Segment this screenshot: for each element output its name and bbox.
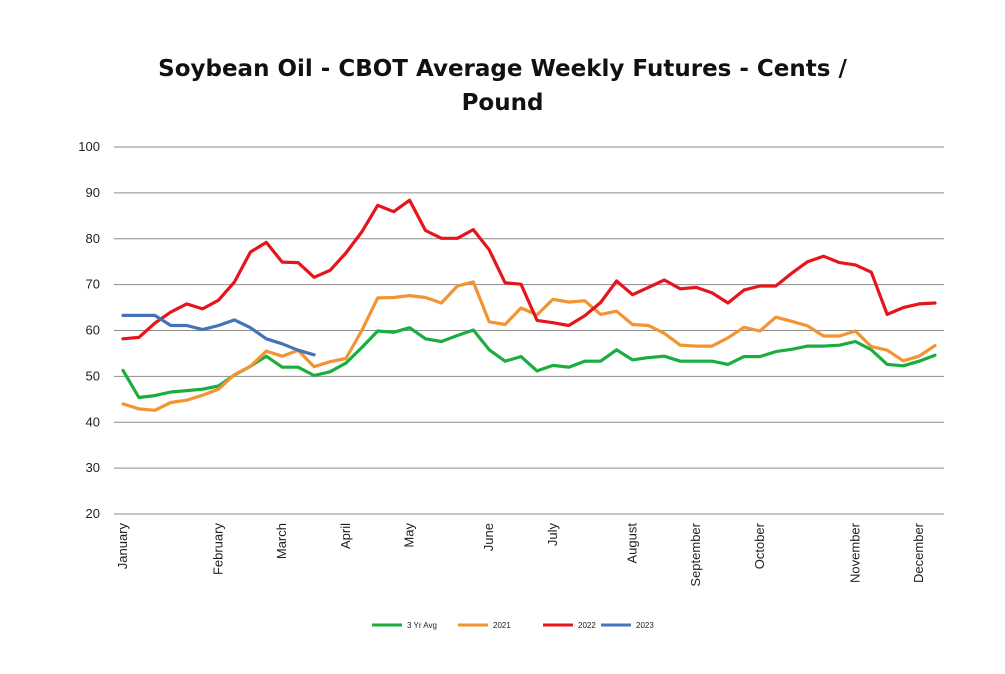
y-tick-label: 60 bbox=[86, 323, 100, 338]
legend-item: 3 Yr Avg bbox=[372, 621, 437, 630]
series-line-2022 bbox=[121, 198, 937, 341]
x-tick-label: March bbox=[274, 523, 289, 559]
y-tick-label: 20 bbox=[86, 506, 100, 521]
x-axis-ticks: January February March April May June July Augu… bbox=[115, 522, 926, 586]
series-line-2023 bbox=[121, 313, 316, 357]
x-tick-label: April bbox=[338, 523, 353, 549]
x-tick-label: January bbox=[115, 523, 130, 570]
chart-title-line-1: Soybean Oil - CBOT Average Weekly Future… bbox=[158, 56, 847, 82]
chart-title: Soybean Oil - CBOT Average Weekly Future… bbox=[0, 52, 1005, 120]
legend-item: 2022 bbox=[543, 621, 596, 630]
series-line-2021 bbox=[121, 280, 937, 412]
y-tick-label: 40 bbox=[86, 414, 100, 429]
y-tick-label: 70 bbox=[86, 277, 100, 292]
y-tick-label: 80 bbox=[86, 231, 100, 246]
legend-item: 2023 bbox=[601, 621, 654, 630]
series-line-3-yr-avg bbox=[121, 326, 937, 400]
legend-label: 3 Yr Avg bbox=[407, 621, 437, 630]
y-tick-label: 100 bbox=[78, 139, 100, 154]
x-tick-label: May bbox=[402, 523, 417, 548]
x-tick-label: November bbox=[847, 522, 862, 583]
legend-label: 2021 bbox=[493, 621, 511, 630]
series-lines bbox=[121, 198, 937, 412]
legend-label: 2022 bbox=[578, 621, 596, 630]
x-tick-label: December bbox=[911, 522, 926, 583]
chart-title-line-2: Pound bbox=[461, 90, 544, 116]
x-tick-label: July bbox=[545, 523, 560, 547]
legend-item: 2021 bbox=[458, 621, 511, 630]
y-axis-ticks: 20 30 40 50 60 70 80 90 100 bbox=[78, 139, 100, 521]
legend-label: 2023 bbox=[636, 621, 654, 630]
x-tick-label: August bbox=[624, 523, 639, 564]
x-tick-label: June bbox=[481, 523, 496, 551]
y-tick-label: 50 bbox=[86, 368, 100, 383]
x-tick-label: February bbox=[211, 523, 226, 576]
y-tick-label: 90 bbox=[86, 185, 100, 200]
x-tick-label: September bbox=[688, 522, 703, 586]
gridlines bbox=[114, 146, 944, 515]
x-tick-label: October bbox=[752, 522, 767, 569]
y-tick-label: 30 bbox=[86, 460, 100, 475]
legend: 3 Yr Avg 2021 2022 2023 bbox=[372, 621, 654, 630]
